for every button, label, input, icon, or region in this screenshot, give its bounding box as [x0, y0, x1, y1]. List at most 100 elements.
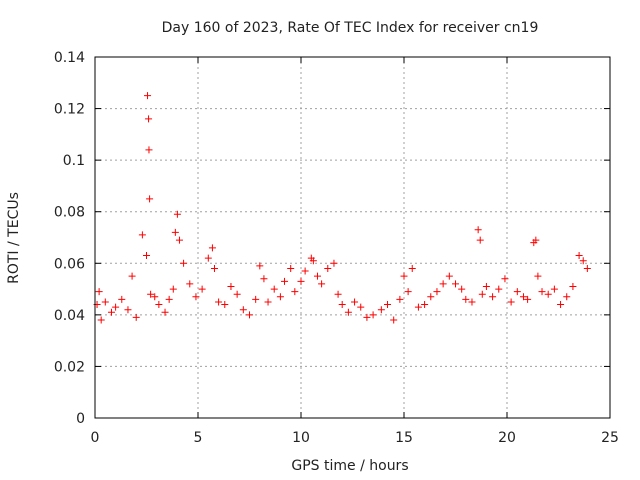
x-tick-label: 10 — [292, 430, 310, 446]
data-point — [474, 226, 482, 234]
chart-title: Day 160 of 2023, Rate Of TEC Index for r… — [162, 20, 539, 36]
data-point — [318, 280, 326, 288]
data-point — [404, 288, 412, 296]
data-point — [439, 280, 447, 288]
data-point — [400, 272, 408, 280]
data-point — [198, 285, 206, 293]
data-point — [390, 316, 398, 324]
data-point — [143, 252, 150, 260]
data-point — [408, 264, 416, 272]
data-point — [324, 264, 332, 272]
data-point — [173, 210, 181, 218]
y-axis-label: ROTI / TECUs — [6, 192, 22, 284]
data-points — [93, 92, 591, 324]
data-point — [132, 313, 140, 321]
data-point — [155, 301, 163, 309]
data-point — [478, 290, 486, 298]
data-point — [532, 236, 540, 244]
data-point — [301, 267, 309, 275]
data-point — [169, 285, 177, 293]
x-tick-label: 20 — [498, 430, 516, 446]
plot-frame — [94, 56, 611, 419]
y-tick-label: 0.14 — [54, 50, 85, 66]
y-tick-label: 0.02 — [54, 359, 85, 375]
data-point — [101, 298, 109, 306]
data-point — [482, 282, 490, 290]
data-point — [95, 288, 103, 296]
data-point — [233, 290, 241, 298]
data-point — [264, 298, 272, 306]
data-point — [544, 290, 552, 298]
data-point — [433, 288, 441, 296]
data-point — [192, 293, 200, 301]
data-point — [281, 277, 289, 285]
data-point — [144, 92, 152, 100]
data-point — [452, 280, 459, 288]
data-point — [215, 298, 223, 306]
data-point — [458, 285, 466, 293]
data-point — [313, 272, 321, 280]
data-point — [519, 293, 527, 301]
data-point — [575, 252, 583, 260]
y-tick-label: 0.04 — [54, 308, 85, 324]
data-point — [569, 282, 577, 290]
data-point — [344, 308, 352, 316]
data-point — [363, 313, 371, 321]
data-point — [145, 146, 153, 154]
data-point — [146, 195, 154, 203]
data-point — [550, 285, 558, 293]
data-point — [151, 293, 159, 301]
y-tick-label: 0.06 — [54, 256, 85, 272]
data-point — [246, 311, 253, 319]
data-point — [396, 295, 404, 303]
data-point — [468, 298, 476, 306]
data-point — [204, 254, 212, 262]
data-point — [495, 285, 503, 293]
data-point — [118, 295, 126, 303]
data-point — [210, 264, 218, 272]
data-point — [165, 295, 173, 303]
data-point — [252, 295, 260, 303]
data-point — [369, 311, 377, 319]
data-point — [557, 301, 565, 309]
data-point — [186, 280, 194, 288]
data-point — [357, 303, 365, 311]
data-point — [260, 275, 268, 283]
data-point — [171, 228, 179, 236]
y-tick-label: 0.08 — [54, 205, 85, 221]
data-point — [462, 295, 470, 303]
data-point — [128, 272, 136, 280]
data-point — [112, 303, 120, 311]
data-point — [256, 262, 264, 270]
data-point — [291, 288, 299, 296]
data-point — [297, 277, 305, 285]
data-point — [287, 264, 295, 272]
tick-labels: 0 5 10 15 20 25 0 0.02 0.04 0.06 0.08 0.1 0.12 0.14 — [54, 50, 619, 446]
data-point — [147, 290, 155, 298]
data-point — [334, 290, 342, 298]
data-point — [138, 231, 146, 239]
data-point — [524, 295, 532, 303]
data-point — [579, 257, 587, 265]
data-point — [377, 306, 385, 314]
data-point — [427, 293, 435, 301]
data-point — [227, 282, 235, 290]
data-point — [476, 236, 484, 244]
data-point — [145, 115, 153, 123]
data-point — [239, 306, 247, 314]
data-point — [161, 308, 169, 316]
data-point — [351, 298, 359, 306]
data-point — [513, 288, 521, 296]
data-point — [384, 301, 392, 309]
data-point — [445, 272, 453, 280]
x-axis-label: GPS time / hours — [291, 458, 408, 474]
data-point — [583, 264, 591, 272]
data-point — [534, 272, 542, 280]
data-point — [489, 293, 497, 301]
data-point — [507, 298, 515, 306]
data-point — [107, 308, 115, 316]
data-point — [270, 285, 278, 293]
data-point — [208, 244, 216, 252]
